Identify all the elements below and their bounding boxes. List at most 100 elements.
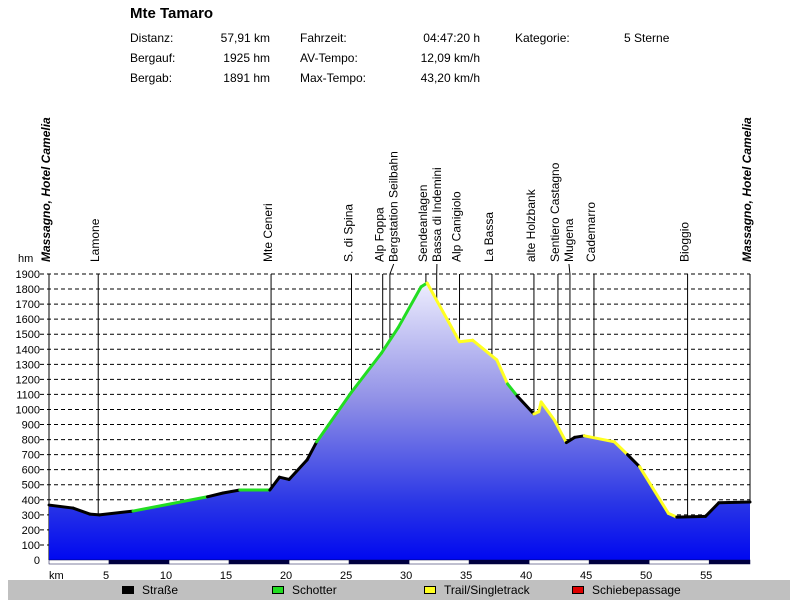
- legend-label: Schiebepassage: [592, 583, 681, 597]
- profile-segment-road: [675, 514, 708, 519]
- profile-segment-road: [88, 512, 101, 517]
- y-tick-label: 1800: [16, 284, 40, 296]
- y-tick-label: 600: [22, 465, 40, 477]
- profile-segment-trail: [471, 338, 499, 362]
- distance-scale-segment: [348, 559, 410, 565]
- waypoint-label: Bergstation Seilbahn: [387, 151, 401, 262]
- max-speed-label: Max-Tempo:: [300, 71, 367, 85]
- legend-label: Schotter: [292, 583, 337, 597]
- legend-swatch-gravel: [272, 586, 284, 594]
- distance-scale-segment: [108, 559, 170, 565]
- elevation-chart: hm km 0 100 200 300 400 500 600 700 800 900 1000 11…: [16, 117, 754, 580]
- legend-label: Straße: [142, 583, 179, 597]
- category-label: Kategorie:: [515, 31, 570, 45]
- x-tick-label: 35: [460, 570, 472, 580]
- y-tick-label: 1700: [16, 299, 40, 311]
- waypoint-label: Mte Ceneri: [261, 203, 275, 262]
- profile-segment-gravel: [315, 390, 353, 444]
- x-tick-label: 15: [220, 570, 232, 580]
- profile-segment-road: [564, 435, 577, 445]
- y-tick-label: 1600: [16, 314, 40, 326]
- profile-segment-road: [97, 509, 135, 517]
- waypoint-label: Massagno, Hotel Camelia: [39, 117, 53, 262]
- ascent-label: Bergauf:: [130, 51, 176, 65]
- legend-item-trail: Trail/Singletrack: [424, 583, 530, 597]
- x-tick-label: 40: [520, 570, 532, 580]
- waypoint-label: Alp Canigiolo: [450, 191, 464, 262]
- waypoint-label: S. di Spina: [341, 204, 355, 262]
- profile-segment-road: [277, 475, 291, 481]
- profile-segment-road: [47, 503, 75, 510]
- distance-scale-segment: [708, 559, 751, 565]
- y-tick-label: 1900: [16, 269, 40, 281]
- legend-item-road: Straße: [122, 583, 178, 597]
- profile-segment-road: [515, 394, 536, 416]
- profile-segment-road: [205, 491, 225, 499]
- waypoint-label: Cademarro: [584, 202, 598, 262]
- legend-swatch-push: [572, 586, 584, 594]
- ascent-value: 1925 hm: [223, 51, 270, 65]
- profile-segment-road: [704, 501, 721, 518]
- distance-scale-segment: [48, 559, 110, 565]
- distance-scale-segment: [528, 559, 590, 565]
- waypoint-label: Mugena: [562, 218, 576, 262]
- x-tick-label: 25: [340, 570, 352, 580]
- waypoint-leader-line: [389, 263, 395, 275]
- distance-scale-segment: [648, 559, 710, 565]
- y-tick-label: 100: [22, 540, 40, 552]
- route-title: Mte Tamaro: [130, 5, 214, 22]
- profile-segment-trail: [495, 358, 510, 386]
- descent-value: 1891 hm: [223, 71, 270, 85]
- distance-value: 57,91 km: [220, 31, 270, 45]
- y-tick-label: 800: [22, 435, 40, 447]
- distance-scale-segment: [468, 559, 530, 565]
- legend: Straße Schotter Trail/Singletrack Schieb…: [8, 580, 790, 600]
- profile-segment-road: [626, 453, 642, 469]
- x-tick-label: 10: [160, 570, 172, 580]
- waypoint-label: Sendeanlagen: [416, 185, 430, 262]
- y-tick-label: 700: [22, 450, 40, 462]
- waypoint-label: Alp Foppa: [373, 207, 387, 262]
- profile-segment-road: [573, 434, 586, 439]
- distance-scale-segment: [168, 559, 230, 565]
- profile-segment-road: [717, 500, 752, 505]
- profile-segment-trail: [552, 418, 568, 445]
- y-tick-label: 400: [22, 495, 40, 507]
- y-tick-label: 900: [22, 420, 40, 432]
- profile-segment-road: [287, 458, 309, 481]
- legend-item-gravel: Schotter: [272, 583, 337, 597]
- profile-segment-trail: [582, 434, 616, 444]
- profile-segment-gravel: [396, 285, 423, 329]
- legend-item-push: Schiebepassage: [572, 583, 681, 597]
- profile-segment-trail: [666, 511, 679, 519]
- profile-segment-trail: [458, 338, 475, 344]
- avg-speed-label: AV-Tempo:: [300, 51, 358, 65]
- waypoint-leader-line: [568, 263, 571, 275]
- y-tick-label: 1400: [16, 344, 40, 356]
- profile-segment-trail: [638, 465, 670, 515]
- y-tick-label: 1500: [16, 329, 40, 341]
- waypoint-label: Lamone: [88, 218, 102, 262]
- distance-label: Distanz:: [130, 31, 174, 45]
- y-tick-label: 500: [22, 480, 40, 492]
- profile-segment-trail: [612, 440, 630, 457]
- ride-time-label: Fahrzeit:: [300, 31, 347, 45]
- profile-segment-gravel: [349, 351, 383, 394]
- profile-segment-trail: [425, 281, 462, 344]
- y-tick-label: 200: [22, 525, 40, 537]
- x-tick-label: 50: [640, 570, 652, 580]
- x-tick-label: 5: [103, 570, 109, 580]
- waypoint-label: Bioggio: [678, 222, 692, 262]
- x-axis-label: km: [49, 570, 64, 580]
- distance-scale-segment: [228, 559, 290, 565]
- waypoint-label: Bassa di Indemini: [430, 167, 444, 262]
- x-tick-label: 20: [280, 570, 292, 580]
- y-tick-label: 1300: [16, 359, 40, 371]
- profile-segment-gravel: [379, 325, 400, 355]
- legend-swatch-trail: [424, 586, 436, 594]
- descent-label: Bergab:: [130, 71, 173, 85]
- waypoint-label: Massagno, Hotel Camelia: [740, 117, 754, 262]
- distance-scale-segment: [408, 559, 470, 565]
- max-speed-value: 43,20 km/h: [420, 71, 480, 85]
- elevation-area: [49, 283, 750, 560]
